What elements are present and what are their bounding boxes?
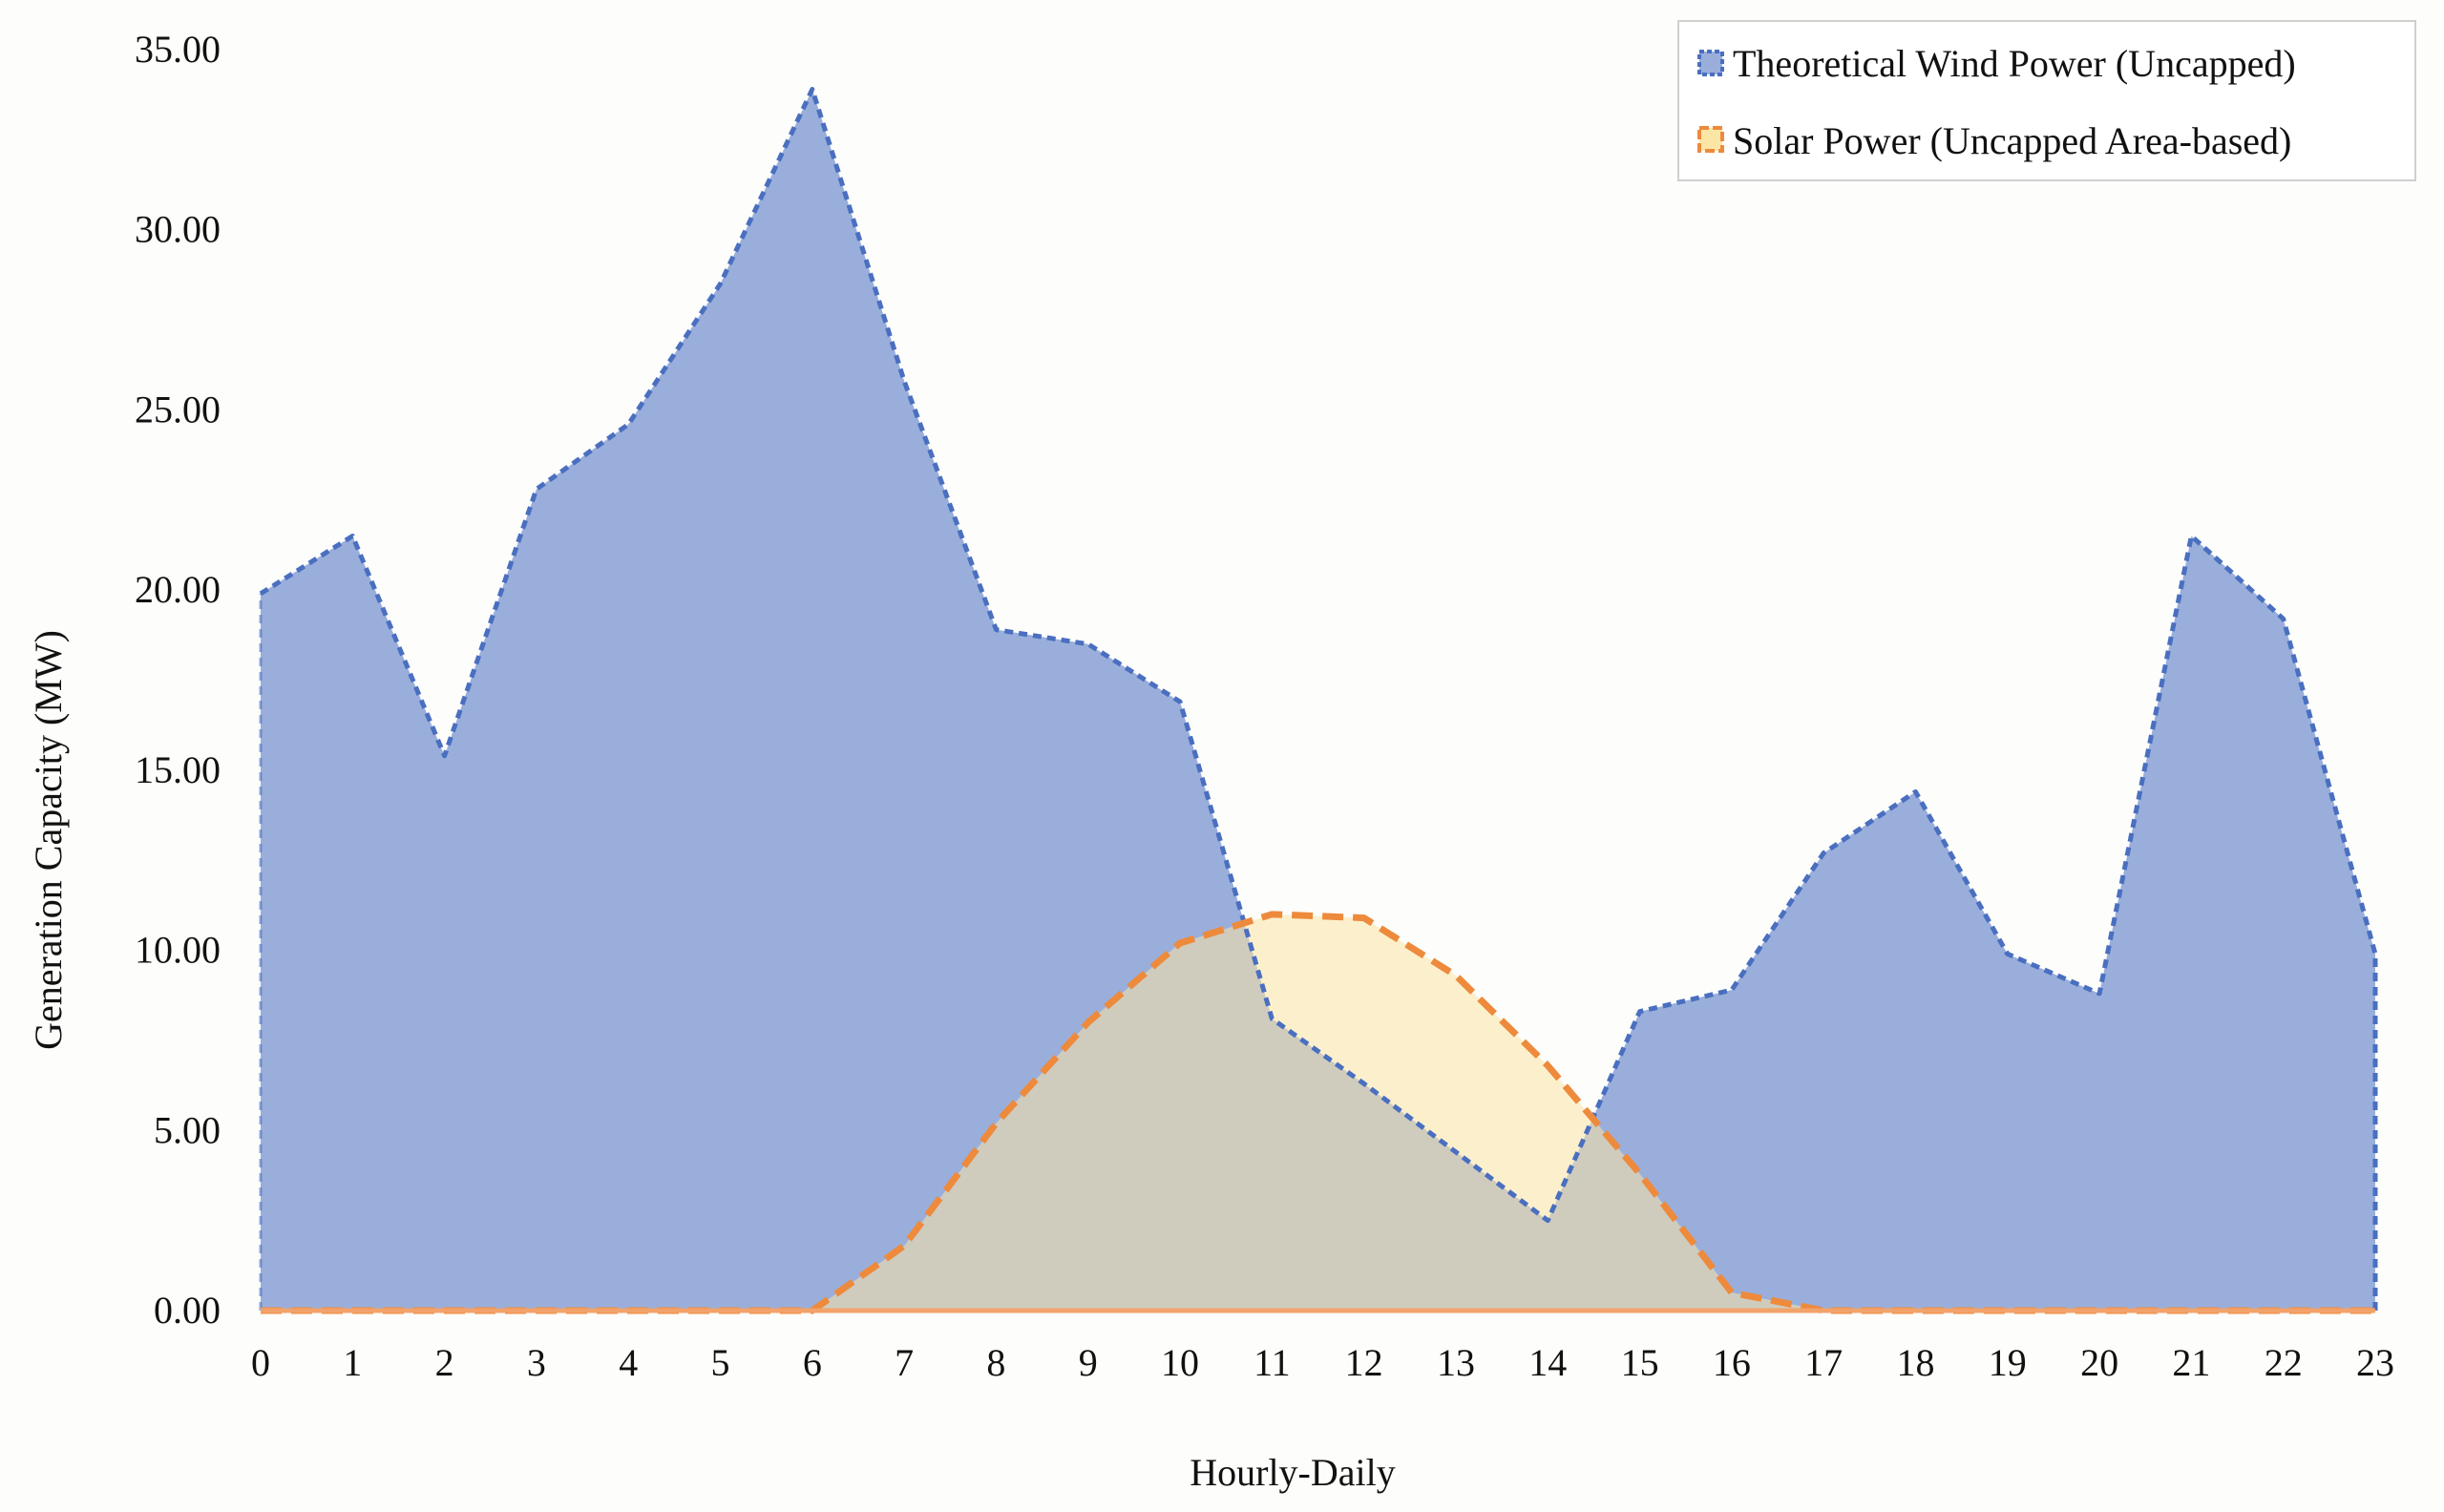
series-fill-1 xyxy=(261,914,2375,1311)
x-tick-label: 16 xyxy=(1713,1341,1751,1384)
x-axis-title: Hourly-Daily xyxy=(1190,1451,1396,1494)
y-tick-label: 5.00 xyxy=(154,1108,221,1151)
y-axis-title: Generation Capacity (MW) xyxy=(27,630,70,1050)
x-tick-label: 4 xyxy=(619,1341,638,1384)
legend-label-wind: Theoretical Wind Power (Uncapped) xyxy=(1733,42,2296,85)
series-line-0 xyxy=(259,87,2378,1224)
y-tick-label: 15.00 xyxy=(135,748,221,791)
x-tick-label: 19 xyxy=(1989,1341,2027,1384)
x-tick-label: 5 xyxy=(711,1341,730,1384)
x-tick-label: 10 xyxy=(1161,1341,1199,1384)
x-tick-label: 9 xyxy=(1079,1341,1098,1384)
x-tick-label: 13 xyxy=(1437,1341,1475,1384)
legend-swatch-wind xyxy=(1697,50,1724,76)
y-axis-tick-labels: 0.00 5.00 10.00 15.00 20.00 25.00 30.00 35.00 xyxy=(135,28,221,1332)
series-lines xyxy=(259,87,2378,1314)
y-tick-label: 35.00 xyxy=(135,28,221,71)
x-axis-tick-labels: 0 1 2 3 4 5 6 7 8 9 10 11 12 13 14 15 16 17 18 19 20 21 22 23 xyxy=(251,1341,2394,1384)
x-tick-label: 23 xyxy=(2356,1341,2394,1384)
x-tick-label: 3 xyxy=(527,1341,546,1384)
y-tick-label: 30.00 xyxy=(135,208,221,251)
x-tick-label: 17 xyxy=(1804,1341,1843,1384)
series-fill-0 xyxy=(261,89,2375,1312)
y-tick-label: 0.00 xyxy=(154,1289,221,1332)
x-tick-label: 2 xyxy=(435,1341,454,1384)
x-tick-label: 7 xyxy=(895,1341,914,1384)
legend-swatch-solar xyxy=(1697,126,1724,153)
x-tick-label: 18 xyxy=(1896,1341,1934,1384)
x-tick-label: 22 xyxy=(2265,1341,2303,1384)
x-tick-label: 20 xyxy=(2080,1341,2118,1384)
y-tick-label: 25.00 xyxy=(135,388,221,430)
x-tick-label: 6 xyxy=(803,1341,822,1384)
legend-item-solar[interactable]: Solar Power (Uncapped Area-based) xyxy=(1697,119,2291,162)
legend[interactable]: Theoretical Wind Power (Uncapped) Solar … xyxy=(1677,20,2416,181)
legend-label-solar: Solar Power (Uncapped Area-based) xyxy=(1733,119,2291,162)
x-tick-label: 11 xyxy=(1254,1341,1291,1384)
series-fills xyxy=(261,89,2375,1312)
y-tick-label: 20.00 xyxy=(135,568,221,611)
x-tick-label: 14 xyxy=(1528,1341,1567,1384)
legend-box xyxy=(1677,20,2416,181)
x-tick-label: 12 xyxy=(1345,1341,1383,1384)
x-tick-label: 21 xyxy=(2172,1341,2210,1384)
x-tick-label: 1 xyxy=(343,1341,362,1384)
x-tick-label: 0 xyxy=(251,1341,270,1384)
legend-item-wind[interactable]: Theoretical Wind Power (Uncapped) xyxy=(1697,42,2296,85)
y-tick-label: 10.00 xyxy=(135,929,221,972)
x-tick-label: 15 xyxy=(1621,1341,1659,1384)
x-tick-label: 8 xyxy=(986,1341,1005,1384)
